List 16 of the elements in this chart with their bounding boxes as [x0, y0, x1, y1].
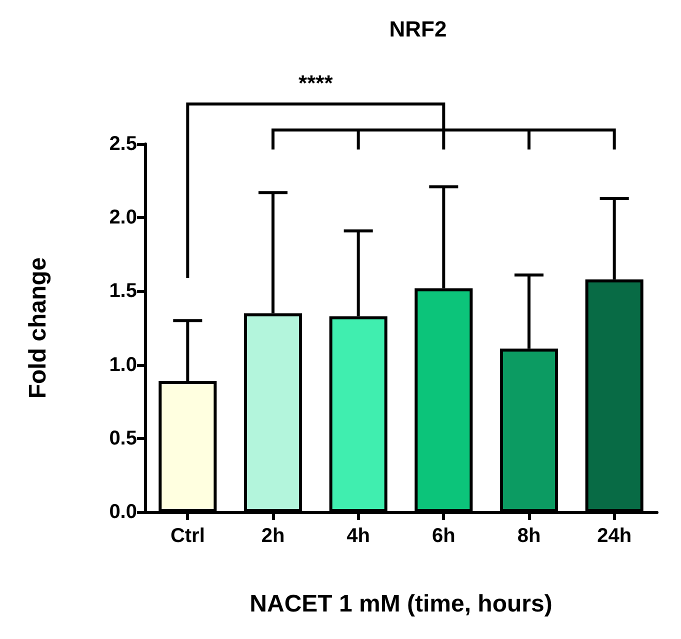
y-tick-label: 0.0 — [109, 501, 137, 523]
y-tick-label: 2.0 — [109, 206, 137, 229]
x-tick-label: 8h — [517, 525, 541, 547]
x-tick-label: Ctrl — [170, 525, 205, 547]
y-tick-label: 2.5 — [109, 133, 137, 155]
y-tick-label: 1.0 — [109, 354, 137, 376]
x-tick-label: 6h — [432, 525, 456, 547]
x-tick-label: 4h — [346, 525, 370, 547]
y-tick-label: 0.5 — [109, 427, 137, 450]
x-tick-label: 2h — [261, 525, 285, 547]
x-tick-label: 24h — [597, 525, 632, 547]
y-axis-title: Fold change — [24, 257, 52, 399]
x-axis-title: NACET 1 mM (time, hours) — [250, 590, 552, 618]
text: **** — [298, 70, 334, 96]
chart-title: NRF2 — [389, 16, 447, 42]
y-tick-label: 1.5 — [109, 280, 137, 302]
